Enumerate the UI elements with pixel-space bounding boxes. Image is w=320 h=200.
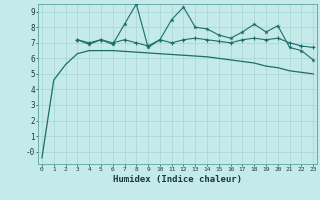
X-axis label: Humidex (Indice chaleur): Humidex (Indice chaleur) (113, 175, 242, 184)
